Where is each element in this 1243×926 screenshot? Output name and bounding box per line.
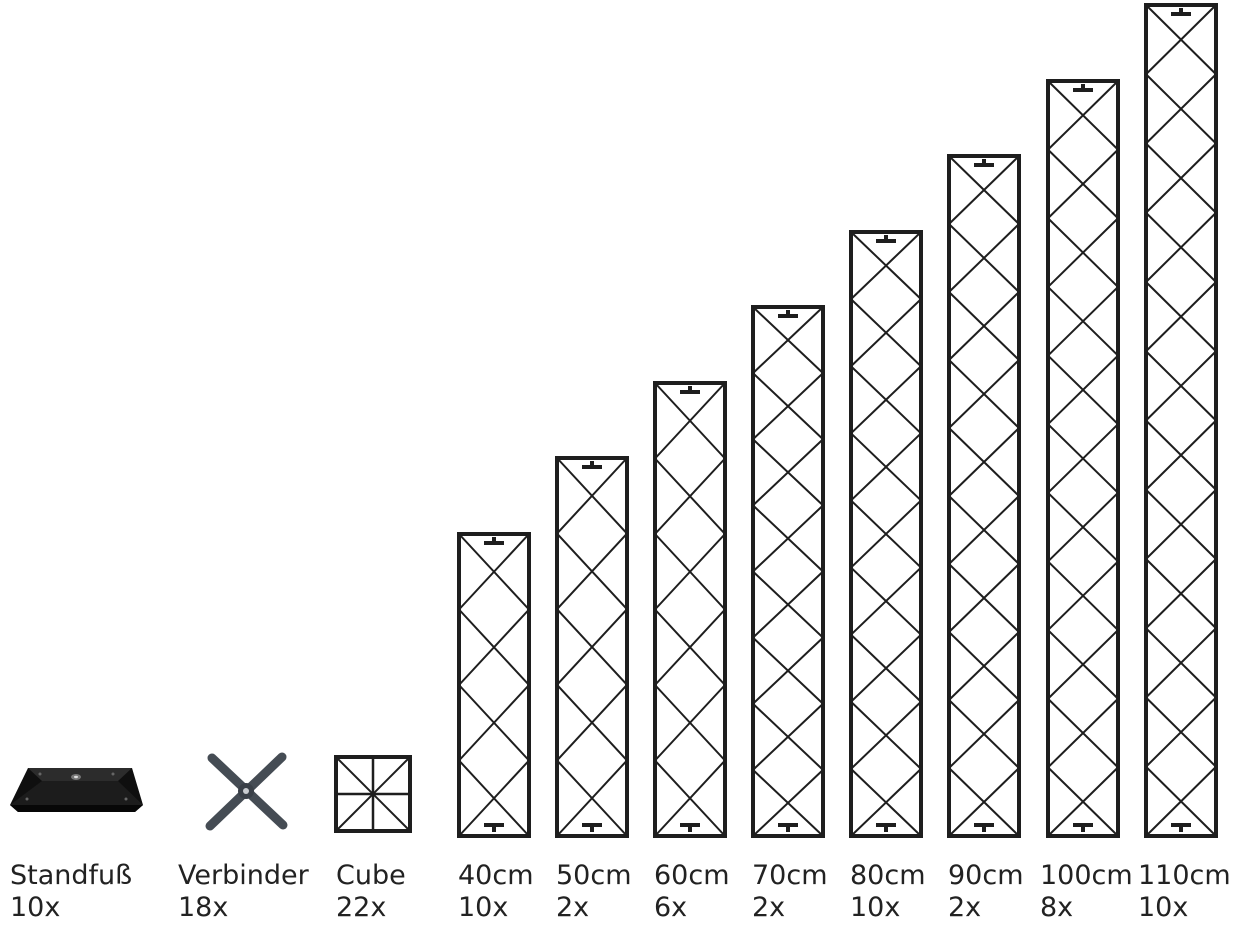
component-name: 100cm — [1040, 860, 1133, 891]
component-name: 40cm — [458, 860, 534, 891]
label-50cm: 50cm 2x — [556, 860, 632, 924]
label-standfu-: Standfuß 10x — [10, 860, 132, 924]
component-quantity: 10x — [10, 892, 61, 923]
truss-110cm — [1144, 3, 1218, 838]
label-80cm: 80cm 10x — [850, 860, 926, 924]
component-quantity: 6x — [654, 892, 688, 923]
label-90cm: 90cm 2x — [948, 860, 1024, 924]
component-name: 90cm — [948, 860, 1024, 891]
label-100cm: 100cm 8x — [1040, 860, 1133, 924]
truss-80cm — [849, 230, 923, 838]
component-quantity: 8x — [1040, 892, 1074, 923]
component-name: 80cm — [850, 860, 926, 891]
component-quantity: 2x — [948, 892, 982, 923]
label-cube: Cube 22x — [336, 860, 406, 924]
component-quantity: 10x — [458, 892, 509, 923]
component-name: Cube — [336, 860, 406, 891]
component-quantity: 2x — [752, 892, 786, 923]
component-name: 60cm — [654, 860, 730, 891]
truss-group — [457, 3, 1218, 838]
component-name: 70cm — [752, 860, 828, 891]
truss-60cm — [653, 381, 727, 838]
truss-100cm — [1046, 79, 1120, 838]
base-plate-icon — [10, 768, 143, 812]
truss-40cm — [457, 532, 531, 838]
truss-50cm — [555, 456, 629, 838]
component-quantity: 18x — [178, 892, 229, 923]
component-quantity: 22x — [336, 892, 387, 923]
component-name: Standfuß — [10, 860, 133, 891]
x-connector-icon — [205, 752, 288, 831]
truss-70cm — [751, 305, 825, 838]
component-quantity: 10x — [850, 892, 901, 923]
label-70cm: 70cm 2x — [752, 860, 828, 924]
label-60cm: 60cm 6x — [654, 860, 730, 924]
component-quantity: 10x — [1138, 892, 1189, 923]
truss-90cm — [947, 154, 1021, 838]
cube-frame-icon — [334, 755, 412, 833]
component-quantity: 2x — [556, 892, 590, 923]
component-name: 110cm — [1138, 860, 1231, 891]
label-40cm: 40cm 10x — [458, 860, 534, 924]
label-verbinder: Verbinder 18x — [178, 860, 309, 924]
component-name: 50cm — [556, 860, 632, 891]
component-name: Verbinder — [178, 860, 309, 891]
label-110cm: 110cm 10x — [1138, 860, 1231, 924]
